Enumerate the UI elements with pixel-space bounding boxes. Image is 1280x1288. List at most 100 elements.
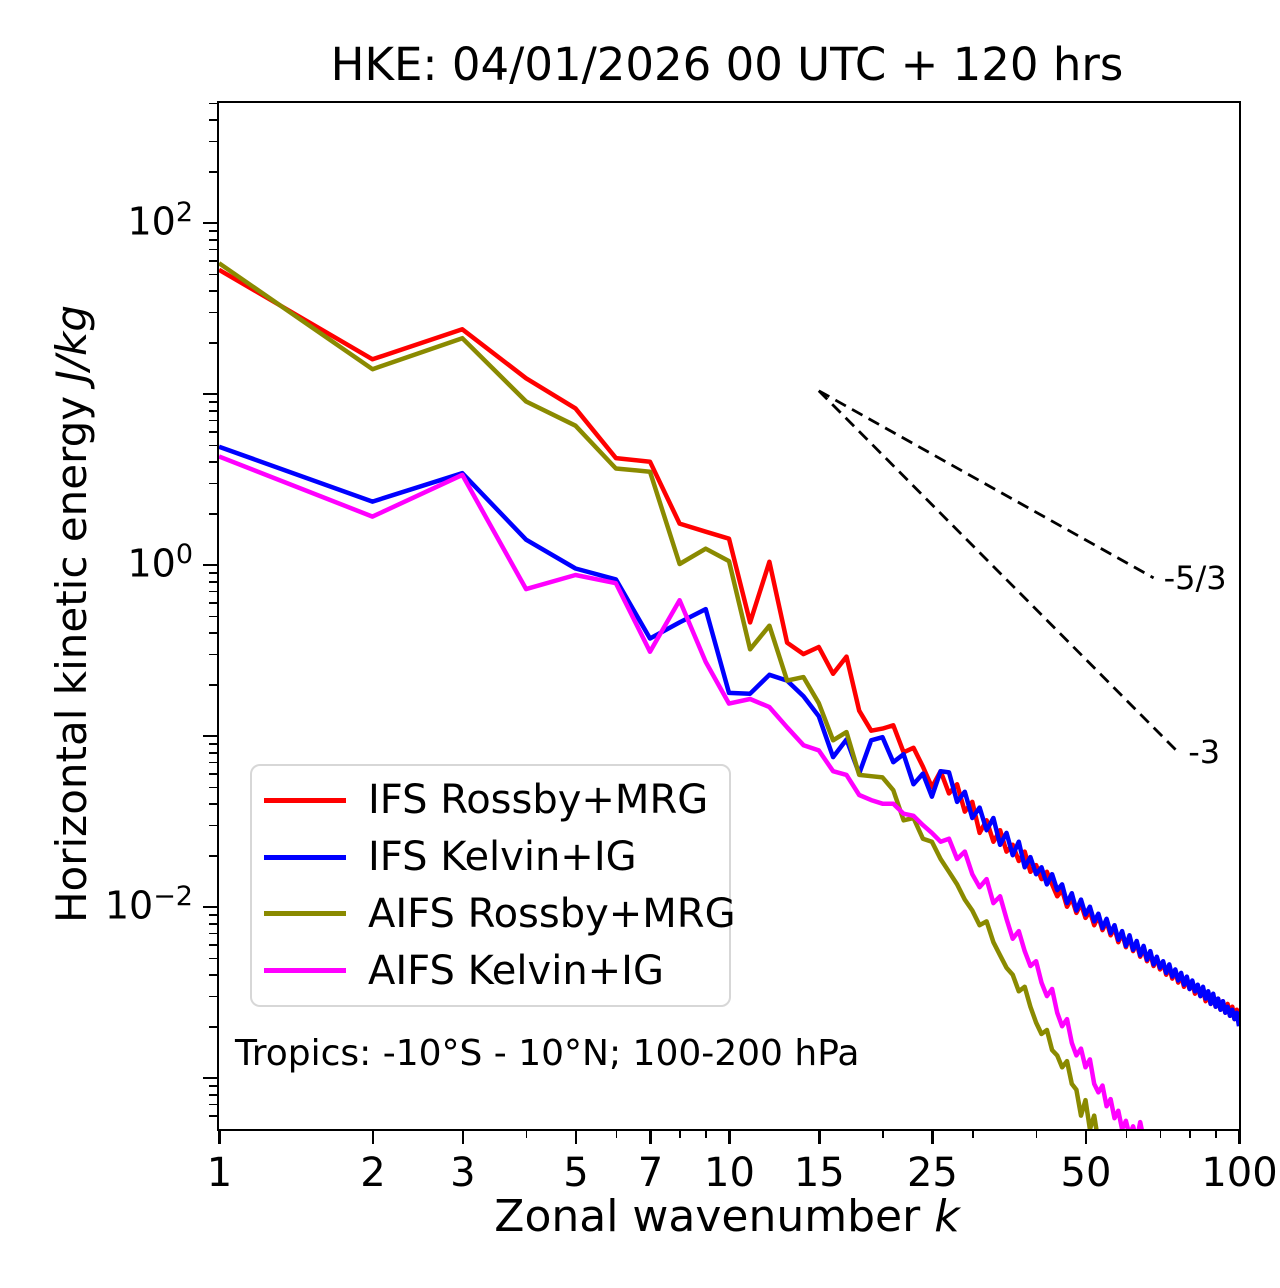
x-tick-label: 25 (906, 1150, 958, 1196)
y-minor-tick (209, 751, 217, 754)
x-major-tick (461, 1129, 465, 1144)
legend-row: IFS Kelvin+IG (252, 830, 729, 884)
legend-label: AIFS Rossby+MRG (368, 890, 736, 937)
chart-title: HKE: 04/01/2026 00 UTC + 120 hrs (330, 38, 1124, 91)
y-minor-tick (209, 273, 217, 276)
y-minor-tick (209, 1025, 217, 1028)
legend-row: AIFS Rossby+MRG (252, 887, 736, 941)
y-minor-tick (209, 743, 217, 745)
y-minor-tick (209, 974, 217, 977)
y-minor-tick (209, 761, 217, 764)
y-minor-tick (209, 512, 217, 515)
y-minor-tick (209, 461, 217, 464)
y-minor-tick (209, 102, 217, 105)
y-minor-tick (209, 957, 217, 960)
x-major-tick (371, 1129, 375, 1144)
y-minor-tick (209, 311, 217, 314)
x-major-tick (1084, 1129, 1088, 1144)
slope-label-3: -3 (1188, 733, 1221, 772)
y-minor-tick (209, 590, 217, 593)
y-minor-tick (209, 932, 217, 935)
region-annotation: Tropics: -10°S - 10°N; 100-200 hPa (235, 1033, 860, 1074)
y-minor-tick (209, 914, 217, 916)
x-major-tick (218, 1129, 221, 1144)
legend-label: IFS Rossby+MRG (368, 777, 709, 824)
x-minor-tick (679, 1129, 681, 1138)
x-tick-label: 1 (206, 1150, 233, 1196)
reference-line-five-thirds (818, 389, 1155, 580)
x-major-tick (574, 1129, 578, 1144)
x-tick-label: 50 (1060, 1150, 1112, 1196)
legend-line-sample-olive (264, 911, 346, 917)
y-minor-tick (209, 341, 217, 344)
y-minor-tick (209, 1085, 217, 1087)
legend-line-sample-blue (264, 854, 346, 860)
x-minor-tick (615, 1129, 618, 1138)
y-minor-tick (209, 944, 217, 946)
x-major-tick (1238, 1129, 1241, 1144)
legend-row: IFS Rossby+MRG (252, 773, 729, 827)
x-major-tick (931, 1129, 934, 1144)
y-minor-tick (209, 995, 217, 998)
y-minor-tick (209, 632, 217, 635)
y-minor-tick (209, 653, 217, 656)
legend: IFS Rossby+MRG IFS Kelvin+IG AIFS Rossby… (250, 764, 736, 1007)
legend-row: AIFS Kelvin+IG (252, 944, 729, 998)
y-minor-tick (209, 444, 217, 447)
x-minor-tick (705, 1129, 707, 1138)
x-minor-tick (1035, 1129, 1038, 1138)
x-axis-label-var: k (934, 1191, 960, 1242)
y-minor-tick (209, 409, 217, 412)
series-line-aifs-kelvin-ig (219, 454, 1144, 1129)
plot-area: IFS Rossby+MRG IFS Kelvin+IG AIFS Rossby… (217, 101, 1241, 1131)
y-tick-label: 100 (127, 539, 193, 586)
y-major-tick (203, 563, 217, 567)
y-major-tick (203, 221, 217, 225)
y-minor-tick (209, 119, 217, 122)
y-axis-label: Horizontal kinetic energy J/kg (46, 305, 96, 924)
legend-label: IFS Kelvin+IG (368, 834, 637, 881)
x-tick-label: 10 (704, 1150, 755, 1196)
y-minor-tick (209, 824, 217, 827)
x-minor-tick (972, 1129, 974, 1138)
x-tick-label: 3 (450, 1150, 476, 1196)
y-minor-tick (209, 170, 217, 173)
x-major-tick (649, 1129, 652, 1144)
x-minor-tick (1215, 1129, 1217, 1138)
y-minor-tick (209, 290, 217, 293)
y-minor-tick (209, 401, 217, 403)
y-minor-tick (209, 419, 217, 422)
x-minor-tick (1159, 1129, 1162, 1138)
y-minor-tick (209, 615, 217, 618)
legend-line-sample-red (264, 797, 346, 803)
y-minor-tick (209, 803, 217, 806)
x-tick-label: 5 (563, 1150, 589, 1196)
x-tick-label: 7 (637, 1150, 664, 1196)
x-minor-tick (525, 1129, 528, 1138)
x-major-tick (728, 1129, 731, 1144)
y-axis-label-text: Horizontal kinetic energy (46, 382, 96, 924)
y-tick-label: 10−2 (104, 881, 193, 928)
x-tick-label: 15 (793, 1150, 845, 1196)
plot-canvas (219, 261, 1239, 1129)
y-minor-tick (209, 248, 217, 251)
y-minor-tick (209, 431, 217, 433)
y-major-tick (203, 905, 217, 909)
y-minor-tick (209, 922, 217, 925)
x-tick-label: 100 (1201, 1150, 1278, 1196)
x-minor-tick (882, 1129, 884, 1138)
y-minor-tick (209, 773, 217, 775)
x-minor-tick (1189, 1129, 1191, 1138)
legend-label: AIFS Kelvin+IG (368, 947, 664, 994)
reference-line-three (817, 389, 1180, 754)
y-minor-tick (209, 580, 217, 583)
y-minor-tick (209, 1115, 217, 1117)
slope-label-53: -5/3 (1163, 558, 1227, 597)
y-tick-label: 102 (127, 197, 193, 244)
y-minor-tick (209, 230, 217, 232)
y-minor-tick (209, 572, 217, 574)
y-minor-tick (209, 482, 217, 485)
y-major-tick (203, 734, 217, 738)
y-major-tick (203, 1076, 217, 1080)
